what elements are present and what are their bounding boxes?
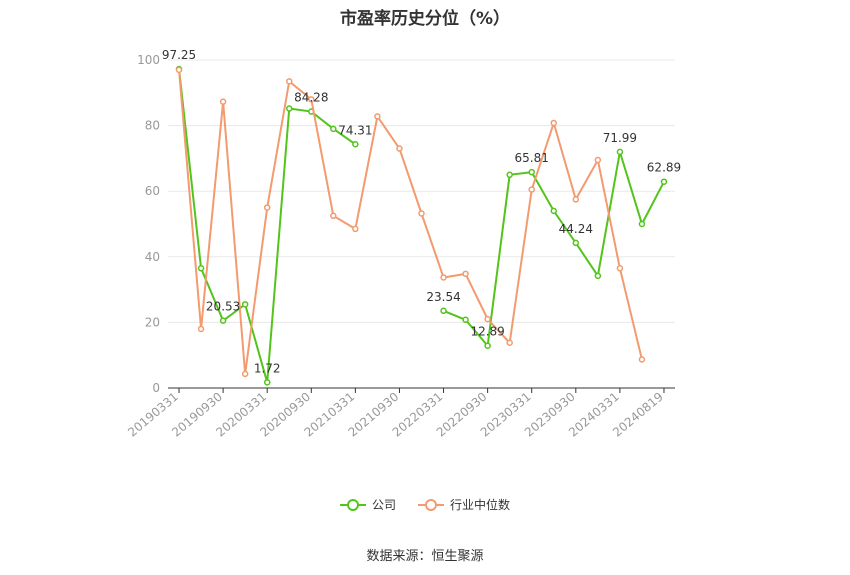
legend-industry-label: 行业中位数 [450, 498, 511, 512]
y-tick-label: 60 [145, 184, 160, 198]
series-lines [175, 65, 668, 386]
series-company [175, 65, 668, 386]
data-point [484, 342, 491, 349]
data-label: 44.24 [559, 222, 593, 236]
data-label: 1.72 [254, 361, 281, 375]
series-industry [175, 66, 646, 378]
data-point [594, 156, 602, 164]
data-label: 62.89 [647, 161, 681, 175]
data-point [241, 370, 249, 378]
data-point [506, 339, 513, 346]
data-label: 20.53 [206, 300, 240, 314]
data-point [484, 315, 491, 323]
legend: 公司 行业中位数 [0, 496, 850, 513]
data-point [638, 356, 646, 363]
data-label: 23.54 [426, 290, 460, 304]
data-point [440, 274, 447, 281]
data-point [594, 272, 602, 280]
data-point [263, 204, 271, 211]
data-labels: 97.25 20.53 1.72 84.28 74.31 23.54 12.89 65.81 4… [162, 48, 681, 375]
data-point [528, 186, 535, 193]
data-label: 84.28 [294, 91, 328, 105]
data-point [528, 168, 535, 176]
data-point [616, 265, 624, 272]
series-line [178, 69, 643, 375]
data-point [550, 207, 558, 215]
data-point [285, 78, 293, 85]
y-tick-label: 80 [145, 119, 160, 133]
data-point [352, 141, 359, 148]
data-point [396, 145, 403, 152]
data-point [572, 239, 580, 247]
axes: 0204060801002019033120190930202003312020… [125, 53, 675, 440]
data-point [197, 265, 205, 272]
y-tick-label: 40 [145, 250, 160, 264]
data-point [197, 325, 205, 333]
data-point [506, 171, 513, 179]
legend-company-label: 公司 [371, 498, 396, 512]
data-label: 97.25 [162, 48, 196, 62]
series-line [178, 68, 356, 383]
y-tick-label: 100 [137, 53, 160, 67]
data-point [462, 316, 469, 324]
data-point [285, 105, 293, 112]
data-point [219, 317, 227, 324]
data-point [418, 210, 425, 217]
data-label: 12.89 [470, 325, 504, 339]
data-point [550, 119, 558, 127]
legend-industry-icon [418, 498, 444, 511]
data-point [660, 178, 668, 185]
legend-item-company[interactable]: 公司 [339, 496, 396, 513]
line-chart: 0204060801002019033120190930202003312020… [125, 48, 681, 440]
data-point [241, 301, 249, 308]
data-point [175, 66, 183, 74]
data-point [374, 113, 381, 120]
data-point [462, 270, 469, 278]
data-point [330, 212, 337, 220]
data-point [638, 220, 646, 228]
data-label: 65.81 [515, 151, 549, 165]
data-point [308, 96, 315, 103]
data-point [330, 125, 337, 133]
legend-item-industry[interactable]: 行业中位数 [418, 496, 510, 513]
grid-lines [168, 59, 675, 323]
y-tick-label: 20 [145, 315, 160, 329]
y-tick-label: 0 [152, 381, 160, 395]
data-label: 71.99 [603, 131, 637, 145]
data-point [616, 148, 624, 156]
data-source: 数据来源：恒生聚源 [366, 549, 484, 564]
data-point [352, 225, 359, 233]
data-point [440, 307, 447, 315]
legend-company-icon [339, 498, 366, 511]
chart-title: 市盈率历史分位（%） [339, 9, 511, 29]
data-point [219, 98, 227, 105]
data-point [572, 196, 580, 203]
data-point [263, 379, 271, 386]
data-label: 74.31 [338, 123, 372, 137]
